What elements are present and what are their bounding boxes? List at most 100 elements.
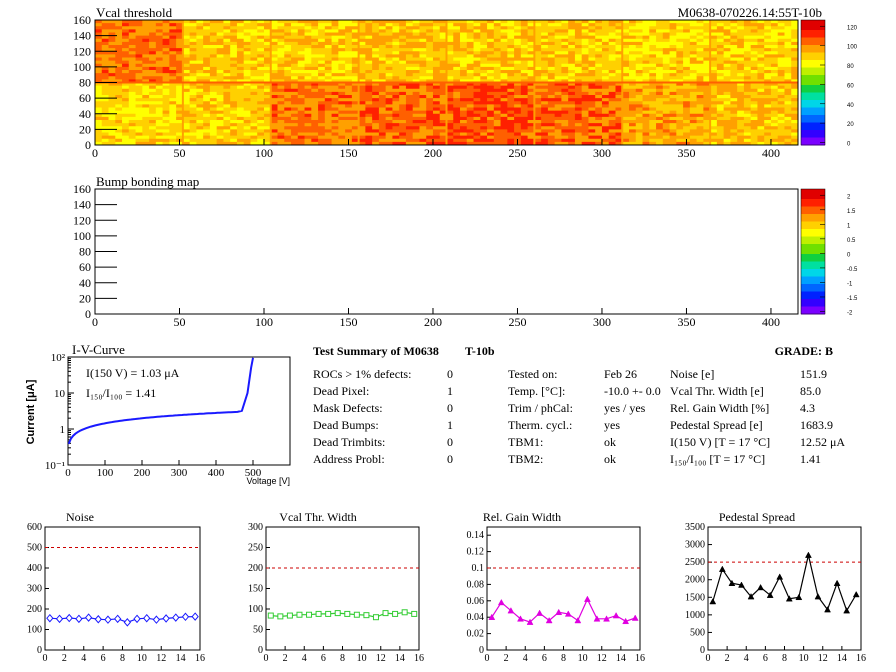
heatmap-cell	[716, 129, 725, 133]
heatmap-cell	[642, 60, 650, 65]
heatmap-cell	[622, 129, 630, 133]
scale-band	[801, 296, 825, 300]
heatmap-cell	[223, 141, 231, 146]
heatmap-cell	[615, 70, 623, 74]
heatmap-cell	[324, 63, 332, 68]
heatmap-cell	[318, 60, 326, 65]
heatmap-cell	[95, 23, 103, 27]
heatmap-cell	[683, 104, 691, 108]
heatmap-cell	[345, 116, 353, 121]
heatmap-cell	[561, 107, 569, 112]
heatmap-cell	[162, 66, 170, 71]
heatmap-cell	[541, 129, 549, 133]
heatmap-cell	[676, 91, 684, 96]
heatmap-cell	[487, 95, 495, 99]
heatmap-cell	[385, 95, 393, 99]
heatmap-cell	[291, 120, 299, 124]
heatmap-cell	[750, 48, 758, 52]
heatmap-cell	[304, 35, 312, 40]
heatmap-cell	[770, 54, 779, 58]
heatmap-cell	[331, 138, 339, 143]
heatmap-cell	[182, 26, 191, 30]
heatmap-cell	[696, 20, 704, 24]
heatmap-cell	[453, 48, 461, 52]
heatmap-cell	[750, 29, 758, 33]
heatmap-cell	[115, 48, 123, 52]
heatmap-cell	[149, 29, 157, 33]
summary-value: ok	[604, 452, 616, 466]
heatmap-cell	[216, 135, 224, 140]
roc-y-tick-label: 600	[27, 522, 42, 533]
heatmap-cell	[399, 35, 407, 40]
heatmap-cell	[432, 63, 441, 68]
heatmap-cell	[446, 76, 454, 80]
heatmap-cell	[541, 82, 549, 87]
heatmap-cell	[216, 116, 224, 121]
roc-x-tick-label: 14	[176, 653, 186, 664]
heatmap-cell	[297, 70, 305, 74]
heatmap-cell	[203, 63, 211, 68]
heatmap-cell	[223, 85, 231, 90]
heatmap-cell	[480, 120, 488, 124]
heatmap-cell	[331, 107, 339, 112]
roc-y-tick-label: 0.06	[467, 596, 485, 607]
heatmap-cell	[473, 116, 481, 121]
data-point	[507, 607, 515, 614]
heatmap-cell	[169, 48, 177, 52]
heatmap-cell	[196, 138, 204, 143]
heatmap-cell	[642, 29, 650, 33]
heatmap-cell	[243, 110, 251, 115]
data-point	[603, 615, 610, 622]
heatmap-cell	[473, 138, 481, 143]
heatmap-cell	[453, 54, 461, 58]
heatmap-cell	[676, 73, 684, 77]
heatmap-cell	[277, 32, 285, 37]
heatmap-cell	[196, 107, 204, 112]
heatmap-cell	[324, 79, 332, 83]
heatmap-cell	[547, 129, 556, 133]
heatmap-cell	[250, 51, 258, 55]
heatmap-cell	[189, 120, 197, 124]
heatmap-cell	[250, 120, 258, 124]
data-point	[363, 612, 370, 619]
heatmap-cell	[507, 132, 515, 137]
heatmap-cell	[419, 91, 427, 96]
heatmap-cell	[696, 138, 704, 143]
heatmap-cell	[683, 126, 691, 130]
heatmap-cell	[135, 116, 143, 121]
heatmap-cell	[176, 38, 184, 43]
heatmap-cell	[122, 38, 130, 43]
heatmap-cell	[372, 63, 380, 68]
heatmap-cell	[581, 76, 589, 80]
heatmap-cell	[101, 63, 109, 68]
heatmap-cell	[378, 29, 387, 33]
heatmap-cell	[480, 138, 488, 143]
heatmap-cell	[635, 45, 643, 49]
heatmap-cell	[405, 48, 414, 52]
heatmap-cell	[122, 48, 130, 52]
heatmap-cell	[135, 120, 143, 124]
heatmap-cell	[338, 79, 346, 83]
heatmap-cell	[487, 82, 495, 87]
heatmap-cell	[568, 76, 576, 80]
heatmap-cell	[385, 79, 393, 83]
scale-band	[801, 279, 825, 282]
heatmap-cell	[453, 60, 461, 65]
heatmap-cell	[757, 101, 765, 105]
heatmap-cell	[142, 116, 150, 121]
heatmap-cell	[297, 82, 305, 87]
heatmap-cell	[656, 70, 664, 74]
heatmap-cell	[365, 113, 373, 118]
heatmap-cell	[318, 132, 326, 137]
heatmap-cell	[378, 107, 387, 112]
heatmap-cell	[358, 110, 366, 115]
heatmap-cell	[392, 113, 400, 118]
heatmap-cell	[703, 138, 711, 143]
scale-band	[801, 42, 825, 46]
heatmap-cell	[743, 126, 752, 130]
heatmap-cell	[122, 126, 130, 130]
heatmap-cell	[284, 41, 292, 46]
heatmap-cell	[311, 23, 319, 27]
heatmap-cell	[453, 120, 461, 124]
heatmap-cell	[507, 120, 515, 124]
